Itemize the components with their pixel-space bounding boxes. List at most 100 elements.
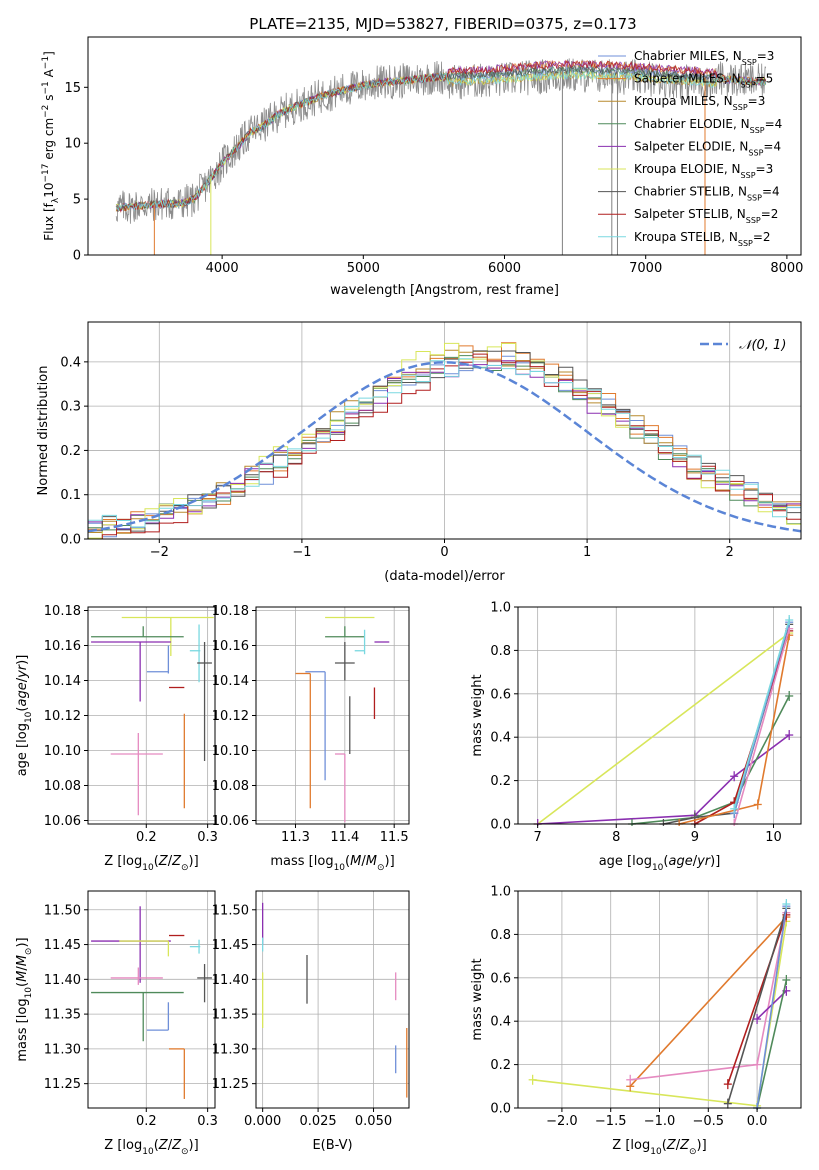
x-axis-label-part: ⊙: [689, 1147, 697, 1157]
y-axis-label-part: λ: [51, 197, 61, 203]
axes-frame: [87, 890, 216, 1109]
x-axis-label-part: (: [663, 854, 668, 869]
legend-label: 𝒩(0, 1): [739, 338, 786, 353]
y-tick-label: 10.18: [44, 604, 81, 619]
data-point: [334, 753, 346, 823]
y-axis-label: mass weight: [470, 958, 485, 1040]
x-axis-label-part: (: [154, 1138, 159, 1153]
x-axis-label-part: 10: [142, 863, 154, 873]
error-bars: [262, 902, 408, 1098]
y-tick-label: 1.0: [490, 601, 511, 616]
weight-lines: [528, 899, 791, 1110]
data-point: [110, 733, 163, 816]
axes-frame: [517, 606, 802, 825]
y-axis-label: mass weight: [470, 674, 485, 756]
y-tick-label: 0.2: [490, 774, 511, 789]
y-axis-label-part: s: [42, 95, 56, 105]
legend-label-part: SSP: [741, 80, 756, 89]
y-tick-label: 11.50: [212, 903, 249, 918]
x-tick-label: 11.5: [380, 830, 409, 845]
legend-label-part: Salpeter STELIB, N: [634, 207, 746, 221]
legend-label-part: Salpeter MILES, N: [634, 72, 741, 86]
legend-label: Salpeter ELODIE, NSSP=4: [634, 139, 781, 157]
x-tick-label: −1.0: [644, 1114, 676, 1129]
data-point: [91, 641, 171, 702]
x-axis-label-part: 10: [334, 863, 346, 873]
ticks: 11.3 11.4 11.5 10.06 10.08 10.10 10.12 10.14 10.…: [212, 604, 409, 845]
legend-label: Salpeter STELIB, NSSP=2: [634, 207, 778, 225]
x-axis-label: age [log10(age/yr)]: [599, 854, 721, 873]
x-tick-label: 11.3: [281, 830, 310, 845]
data-point: [189, 624, 201, 683]
y-axis-label-part: log: [15, 723, 30, 743]
legend-label: Chabrier STELIB, NSSP=4: [634, 185, 780, 203]
x-axis-label-part: Z: [171, 854, 182, 869]
y-tick-label: 0.0: [60, 533, 81, 548]
y-tick-label: 11.25: [44, 1077, 81, 1092]
y-tick-label: 10.06: [44, 814, 81, 829]
x-tick-label: 8: [612, 830, 620, 845]
y-axis-label-part: (: [15, 982, 30, 987]
x-axis-label-part: log: [632, 854, 652, 869]
weight-line: [727, 908, 788, 1104]
weight-line: [663, 624, 790, 825]
legend-label-part: =5: [756, 72, 774, 86]
y-axis-label-part: ]: [42, 51, 56, 56]
legend-label-part: Chabrier MILES, N: [634, 49, 742, 63]
y-tick-label: 0.1: [60, 488, 81, 503]
y-tick-label: 10.10: [212, 744, 249, 759]
y-axis-label: age [log10(age/yr)]: [15, 655, 34, 777]
legend-label-part: SSP: [738, 238, 753, 247]
ticks: −2.0 −1.5 −1.0 −0.5 0.0 0.0 0.2 0.4 0.6 0.8 1.0: [490, 885, 767, 1130]
y-tick-label: 11.40: [44, 973, 81, 988]
data-point: [295, 672, 311, 809]
x-axis-label: mass [log10(M/M⊙)]: [270, 854, 394, 873]
x-tick-label: 0.2: [136, 830, 157, 845]
error-bars: [91, 616, 214, 816]
x-axis-label-part: Z [: [104, 854, 122, 869]
y-tick-label: 10.12: [44, 709, 81, 724]
data-point: [110, 967, 163, 985]
legend-label-part: SSP: [746, 216, 761, 225]
x-axis-label-part: ): [697, 1138, 702, 1153]
y-tick-label: 11.50: [44, 903, 81, 918]
y-tick-label: 11.35: [44, 1008, 81, 1023]
y-axis-label-part: M: [15, 955, 30, 966]
grid-lines: [88, 891, 215, 1108]
x-tick-label: 7000: [629, 261, 662, 276]
ticks: 7 8 9 10 0.0 0.2 0.4 0.6 0.8 1.0: [490, 601, 781, 846]
axes-frame: [255, 890, 410, 1109]
weight-line: [629, 916, 787, 1087]
y-tick-label: 10: [64, 137, 81, 152]
ticks: 0.2 0.3 11.25 11.30 11.35 11.40 11.45 11.50: [44, 903, 218, 1129]
y-axis-label-part: ⊙: [24, 948, 34, 956]
legend-label-part: Salpeter ELODIE, N: [634, 139, 748, 153]
legend-label-part: =2: [761, 207, 779, 221]
y-axis-label-part: age: [15, 682, 30, 706]
y-axis-label-part: yr: [15, 663, 30, 679]
weight-line: [537, 734, 790, 825]
grid-lines: [518, 606, 801, 825]
legend-label-part: =2: [753, 230, 771, 244]
x-axis-label: Z [log10(Z/Z⊙)]: [612, 1138, 706, 1157]
x-tick-label: 2: [726, 545, 734, 560]
weight-lines: [533, 615, 794, 826]
x-axis-label-part: /: [693, 854, 698, 869]
x-axis-label-part: (: [154, 854, 159, 869]
x-axis-label: E(B-V): [312, 1138, 352, 1153]
legend-label-part: SSP: [747, 193, 762, 202]
y-tick-label: 5: [73, 193, 81, 208]
y-axis-label-part: ): [15, 942, 30, 947]
x-axis-label-part: E(B-V): [312, 1138, 352, 1153]
y-tick-label: 0.0: [490, 1102, 511, 1117]
y-tick-label: 10.18: [212, 604, 249, 619]
grid-lines: [256, 607, 409, 824]
ticks: 4000 5000 6000 7000 8000 0 5 10 15: [64, 81, 803, 276]
x-axis-label-part: M: [350, 854, 361, 869]
age-vs-metallicity-panel: 0.2 0.3 10.06 10.08 10.10 10.12 10.14 10.16 10.1…: [15, 604, 218, 873]
x-axis-label-part: mass [: [270, 854, 313, 869]
weight-line: [733, 628, 790, 825]
y-tick-label: 10.08: [44, 779, 81, 794]
